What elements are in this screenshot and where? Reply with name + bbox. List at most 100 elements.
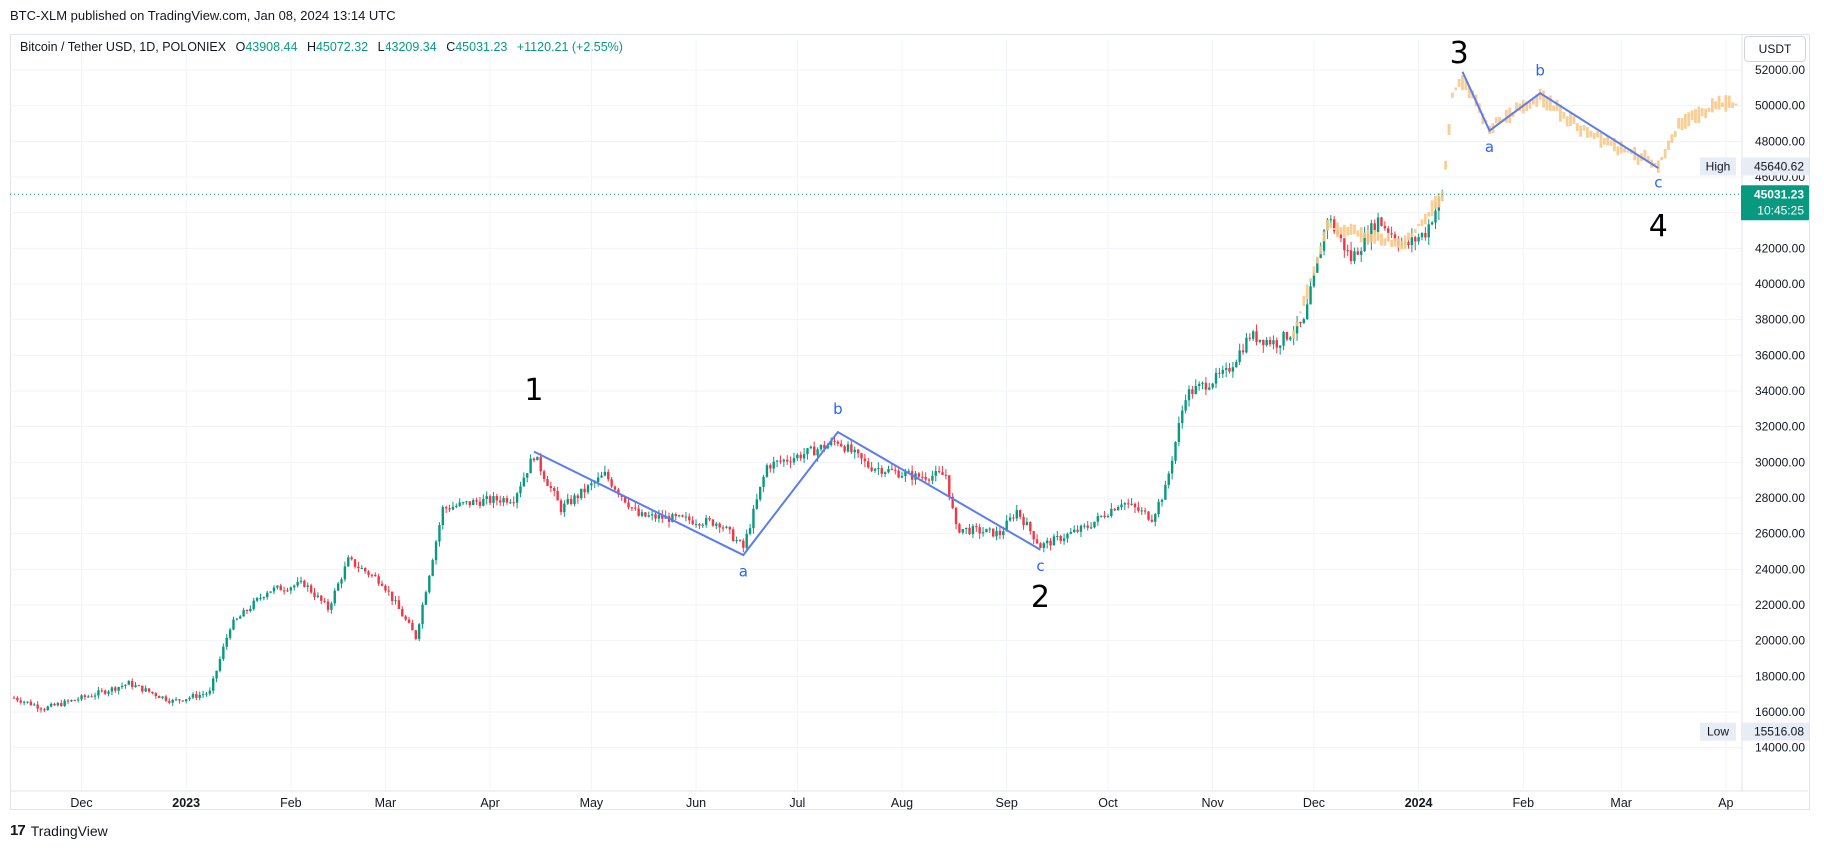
candle-body xyxy=(1002,531,1005,536)
candle-body xyxy=(1248,337,1251,339)
candle-body xyxy=(441,507,445,526)
candle-body xyxy=(1393,234,1397,241)
candle-body xyxy=(1100,515,1103,517)
candle-body xyxy=(1035,539,1039,544)
candle-body xyxy=(1059,536,1062,541)
candle-body xyxy=(1309,286,1312,305)
projection-bar xyxy=(1687,112,1691,127)
candle-body xyxy=(941,472,944,475)
candle-body xyxy=(786,459,789,462)
candle-body xyxy=(1066,533,1069,539)
candle-body xyxy=(330,603,333,610)
candle-body xyxy=(600,475,603,478)
candle-body xyxy=(762,476,765,487)
candle-body xyxy=(806,448,809,455)
candle-body xyxy=(654,514,657,519)
candle-body xyxy=(1268,339,1272,345)
candle-body xyxy=(1110,508,1113,517)
projection-bar xyxy=(1346,226,1350,236)
candle-body xyxy=(1305,304,1309,320)
candle-body xyxy=(529,458,532,474)
projection-bar xyxy=(1569,112,1572,127)
candle-body xyxy=(157,696,161,698)
projection-bar xyxy=(1586,127,1589,138)
time-tick-label: May xyxy=(580,796,604,810)
candle-body xyxy=(168,700,171,703)
candle-body xyxy=(796,454,799,459)
time-axis: Dec 2023 Feb Mar Apr May Jun Jul Aug Sep Oct Nov Dec… xyxy=(70,796,1733,810)
candle-body xyxy=(1410,237,1414,246)
candle-body xyxy=(1231,367,1235,372)
candle-body xyxy=(853,449,856,453)
candle-body xyxy=(809,446,813,449)
candle-body xyxy=(333,590,336,604)
projection-bar xyxy=(1309,278,1312,282)
candle-body xyxy=(1032,531,1035,540)
candle-body xyxy=(917,473,921,477)
candle-body xyxy=(569,499,573,504)
candle-body xyxy=(1154,514,1157,522)
time-tick-label: 2024 xyxy=(1405,796,1433,810)
time-tick-label: Mar xyxy=(1610,796,1632,810)
candle-body xyxy=(536,456,539,461)
projection-bar xyxy=(1339,227,1343,234)
candle-body xyxy=(215,670,218,679)
candle-body xyxy=(252,600,255,609)
projection-bar xyxy=(1636,154,1640,165)
projection-bar xyxy=(1353,224,1356,235)
candle-body xyxy=(1204,382,1208,390)
candle-body xyxy=(880,468,883,474)
candle-body xyxy=(1167,473,1170,485)
candle-body xyxy=(836,441,840,444)
high-tag-label: High xyxy=(1706,159,1731,173)
projection-bar xyxy=(1393,238,1397,247)
candle-body xyxy=(326,601,330,610)
price-tick-label: 32000.00 xyxy=(1755,420,1805,434)
projection-bar xyxy=(1413,228,1417,234)
candle-body xyxy=(998,530,1002,536)
candle-body xyxy=(1265,339,1268,346)
candle-body xyxy=(228,629,232,638)
projection-bar xyxy=(1721,102,1724,108)
projection-bar xyxy=(1447,123,1451,136)
projection-bar xyxy=(1444,160,1448,170)
projection-bar xyxy=(1710,98,1714,113)
candle-body xyxy=(752,508,755,529)
projection-bar xyxy=(1336,222,1339,238)
candle-body xyxy=(56,703,60,706)
price-tick-label: 40000.00 xyxy=(1755,277,1805,291)
projection-bar xyxy=(1295,321,1299,327)
candle-body xyxy=(495,496,499,501)
projection-bar xyxy=(1542,90,1545,108)
candle-body xyxy=(701,524,704,526)
candle-body xyxy=(1282,332,1285,346)
candle-body xyxy=(627,502,630,508)
projection-bar xyxy=(1623,148,1626,153)
projection-bar xyxy=(1383,238,1387,246)
candle-body xyxy=(428,575,431,593)
candle-body xyxy=(728,526,732,530)
candle-body xyxy=(482,499,485,506)
candle-body xyxy=(1299,321,1302,324)
projection-bar xyxy=(1656,160,1660,173)
close-key: C xyxy=(446,40,456,54)
candle-body xyxy=(93,695,97,697)
candle-body xyxy=(829,440,833,446)
low-value: 43209.34 xyxy=(384,40,437,54)
candle-body xyxy=(451,506,455,510)
candle-body xyxy=(684,516,688,518)
candle-body xyxy=(553,488,556,491)
candle-body xyxy=(610,479,613,487)
candle-body xyxy=(1187,389,1191,401)
currency-button[interactable]: USDT xyxy=(1744,36,1806,62)
price-tick-label: 14000.00 xyxy=(1755,741,1805,755)
wave-label-b: b xyxy=(1535,61,1545,79)
candle-body xyxy=(846,444,850,452)
candle-body xyxy=(80,695,83,700)
candle-body xyxy=(1123,503,1127,505)
candle-body xyxy=(944,474,948,476)
last-price-label: 45031.23 xyxy=(1754,187,1804,201)
candle-body xyxy=(573,495,576,504)
candle-body xyxy=(1089,527,1093,529)
